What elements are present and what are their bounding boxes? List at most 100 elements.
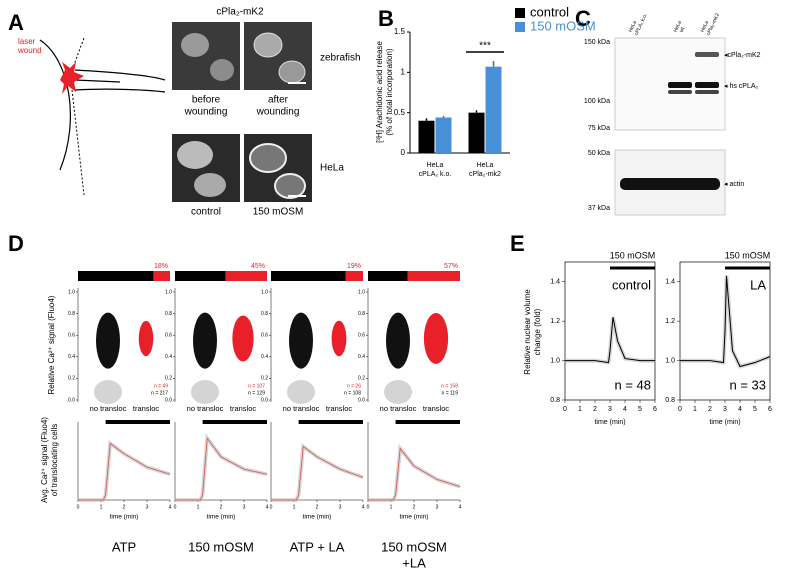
lane-label: HeLa [700, 20, 711, 34]
cell [177, 141, 213, 169]
dot-cloud [423, 313, 449, 364]
band [695, 90, 719, 94]
trace [565, 317, 655, 364]
dot-cloud [287, 380, 315, 404]
x-tick-label: cPla₂-mk2 [469, 171, 501, 178]
y-axis-label: change (fold) [533, 308, 542, 355]
x-tick-label: no transloc [283, 404, 320, 413]
n-label: n = 49 [154, 383, 168, 389]
wound-star [60, 62, 84, 94]
cell [210, 59, 234, 81]
x-axis-label: time (min) [110, 514, 139, 521]
x-tick-label: cPLA₂ k.o. [419, 171, 452, 178]
y-tick-label: 0.8 [665, 397, 675, 404]
x-tick-label: 3 [436, 504, 439, 510]
x-tick-label: 4 [623, 406, 627, 413]
bar [418, 120, 435, 153]
y-axis-label: (% of total incorporation) [385, 48, 394, 135]
cell [278, 60, 306, 84]
caption: control [191, 207, 221, 218]
x-tick-label: no transloc [380, 404, 417, 413]
x-axis-label: time (min) [400, 514, 429, 521]
condition-label: ATP + LA [290, 539, 345, 554]
x-tick-label: 4 [738, 406, 742, 413]
legend-label: 150 mOSM [530, 18, 596, 33]
cell [253, 32, 283, 58]
n-label: n = 33 [729, 377, 766, 392]
lane-label: HeLa [673, 20, 684, 34]
x-tick-label: no transloc [187, 404, 224, 413]
y-tick-label: 0.0 [68, 397, 75, 403]
n-label: n = 108 [344, 390, 361, 396]
marker: 37 kDa [588, 205, 610, 212]
x-tick-label: transloc [133, 404, 160, 413]
caption: wounding [184, 107, 228, 118]
label: laser [18, 37, 36, 46]
dot-cloud [138, 320, 154, 357]
trace [78, 442, 171, 501]
y-tick-label: 0.8 [358, 311, 365, 317]
y-tick-label: 0.8 [68, 311, 75, 317]
y-tick-label: 0 [401, 148, 406, 157]
x-tick-label: 1 [293, 504, 296, 510]
panel-letter: C [575, 6, 591, 31]
x-tick-label: 4 [362, 504, 365, 510]
x-tick-label: 4 [266, 504, 269, 510]
x-tick-label: transloc [423, 404, 450, 413]
x-tick-label: 1 [693, 406, 697, 413]
micrograph [172, 22, 240, 90]
y-tick-label: 1.0 [358, 289, 365, 295]
y-tick-label: 0.6 [68, 333, 75, 339]
x-tick-label: 3 [723, 406, 727, 413]
trace-band [565, 316, 655, 365]
stimulus-label: 150 mOSM [610, 250, 656, 260]
fraction-rest [271, 271, 346, 281]
y-tick-label: 0.4 [68, 354, 75, 360]
y-tick-label: 0.8 [165, 311, 172, 317]
condition-label: +LA [402, 555, 426, 570]
x-tick-label: 3 [243, 504, 246, 510]
caption: after [268, 95, 289, 106]
marker: 75 kDa [588, 125, 610, 132]
row-label: HeLa [320, 163, 344, 174]
fraction-rest [78, 271, 154, 281]
x-tick-label: 1 [390, 504, 393, 510]
condition-label: LA [750, 277, 766, 292]
x-tick-label: 6 [653, 406, 657, 413]
y-tick-label: 1.2 [550, 318, 560, 325]
y-tick-label: 0.0 [358, 397, 365, 403]
x-axis-label: time (min) [303, 514, 332, 521]
trace [680, 275, 771, 368]
marker: 150 kDa [584, 39, 610, 46]
dot-cloud [289, 312, 313, 369]
fraction-rest [175, 271, 226, 281]
n-label: n = 217 [151, 390, 168, 396]
bar [485, 66, 502, 153]
y-tick-label: 0.4 [165, 354, 172, 360]
dot-cloud [191, 380, 219, 404]
y-tick-label: 1.0 [261, 289, 268, 295]
y-tick-label: 0.0 [165, 397, 172, 403]
x-tick-label: 0 [678, 406, 682, 413]
dot-cloud [193, 312, 217, 369]
panel-letter: D [8, 231, 24, 256]
y-tick-label: 1.0 [68, 289, 75, 295]
y-tick-label: 0.8 [550, 397, 560, 404]
legend-swatch [515, 8, 525, 18]
dot-cloud [331, 320, 347, 357]
y-tick-label: 1.0 [665, 357, 675, 364]
x-axis-label: time (min) [709, 419, 740, 426]
x-tick-label: 1 [578, 406, 582, 413]
y-tick-label: 1.0 [165, 289, 172, 295]
y-tick-label: 0.6 [358, 333, 365, 339]
y-tick-label: 0.2 [358, 376, 365, 382]
x-tick-label: 5 [638, 406, 642, 413]
y-tick-label: 1.4 [665, 279, 675, 286]
x-tick-label: 3 [146, 504, 149, 510]
fraction-bar [407, 271, 460, 281]
bar [468, 112, 485, 153]
y-axis-label: Relative nuclear volume [523, 289, 532, 375]
band-label: ◂ actin [724, 181, 744, 188]
n-label: n = 26 [347, 383, 361, 389]
